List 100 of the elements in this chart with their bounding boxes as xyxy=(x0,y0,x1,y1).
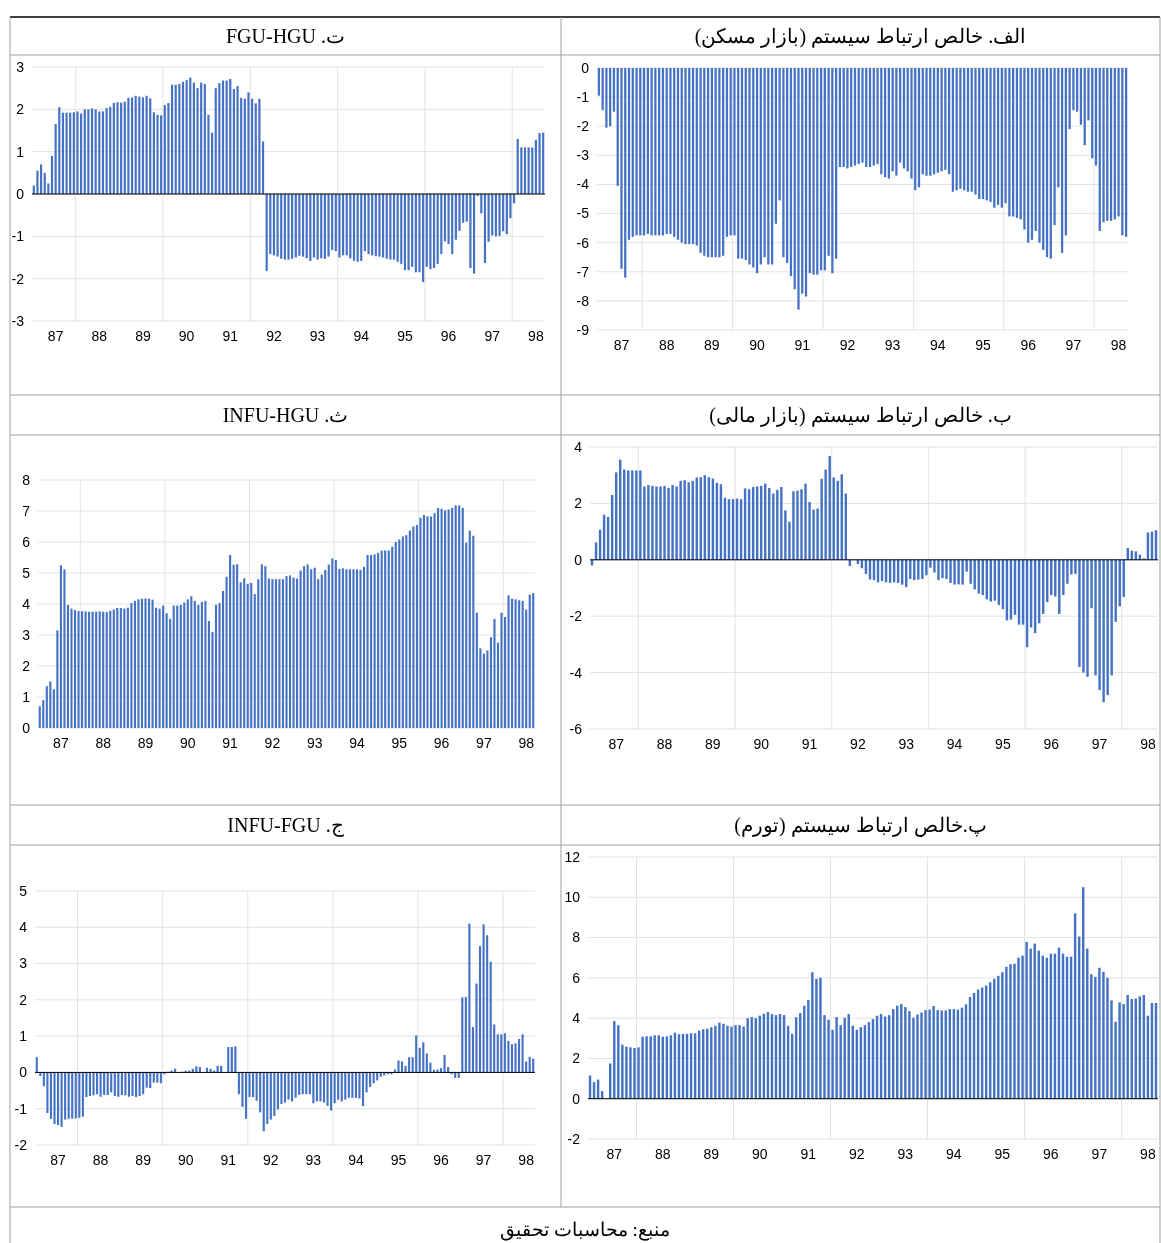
y-tick-label: -1 xyxy=(11,228,25,245)
x-tick-label: 88 xyxy=(656,736,673,752)
x-tick-label: 89 xyxy=(704,337,720,353)
y-tick-label: 2 xyxy=(22,657,31,674)
x-tick-label: 98 xyxy=(1140,736,1156,752)
x-tick-label: 97 xyxy=(476,735,492,751)
y-tick-label: 2 xyxy=(16,101,25,118)
x-tick-label: 95 xyxy=(994,1146,1011,1162)
y-tick-label: 4 xyxy=(22,595,31,612)
x-tick-label: 97 xyxy=(484,328,501,344)
x-tick-label: 95 xyxy=(397,328,413,344)
y-tick-label: 0 xyxy=(572,1090,581,1107)
y-tick-label: 0 xyxy=(574,551,583,568)
y-tick-label: 0 xyxy=(581,59,590,76)
y-tick-label: 1 xyxy=(22,688,31,705)
x-tick-label: 87 xyxy=(47,328,64,344)
y-tick-label: 3 xyxy=(16,58,25,75)
x-tick-label: 98 xyxy=(528,328,544,344)
x-tick-label: 96 xyxy=(1020,337,1037,353)
y-tick-label: 4 xyxy=(574,438,583,455)
x-tick-label: 94 xyxy=(353,328,370,344)
x-tick-label: 97 xyxy=(1091,736,1108,752)
y-tick-label: 0 xyxy=(19,1064,28,1081)
y-tick-label: 1 xyxy=(16,143,25,160)
y-tick-label: -6 xyxy=(569,720,583,737)
y-tick-label: 0 xyxy=(22,719,31,736)
y-tick-label: -1 xyxy=(14,1100,28,1117)
y-tick-label: -2 xyxy=(576,118,590,135)
y-tick-label: -3 xyxy=(11,312,25,329)
y-tick-label: 3 xyxy=(19,955,28,972)
x-tick-label: 96 xyxy=(433,735,450,751)
x-tick-label: 96 xyxy=(1043,736,1060,752)
x-tick-label: 88 xyxy=(92,1152,109,1168)
y-tick-label: -2 xyxy=(14,1136,28,1153)
y-tick-label: 2 xyxy=(572,1050,581,1067)
x-tick-label: 97 xyxy=(475,1152,492,1168)
x-tick-label: 95 xyxy=(390,1152,407,1168)
x-tick-label: 93 xyxy=(305,1152,322,1168)
x-tick-label: 93 xyxy=(884,337,901,353)
x-tick-label: 98 xyxy=(518,735,535,751)
x-tick-label: 95 xyxy=(975,337,992,353)
x-tick-label: 87 xyxy=(608,736,625,752)
y-tick-label: 5 xyxy=(19,882,28,899)
x-tick-label: 88 xyxy=(91,328,108,344)
y-tick-label: 2 xyxy=(19,991,28,1008)
x-tick-label: 87 xyxy=(53,735,69,751)
x-tick-label: 90 xyxy=(749,337,766,353)
y-tick-label: -1 xyxy=(576,89,590,106)
x-tick-label: 91 xyxy=(800,1146,817,1162)
y-tick-label: -7 xyxy=(576,263,590,280)
x-tick-label: 91 xyxy=(801,736,818,752)
x-tick-label: 87 xyxy=(613,337,630,353)
y-tick-label: 4 xyxy=(572,1010,581,1027)
chart-title: پ.خالص ارتباط سیستم (تورم) xyxy=(734,814,987,837)
x-tick-label: 89 xyxy=(703,1146,720,1162)
y-tick-label: 3 xyxy=(22,626,31,643)
y-tick-label: -4 xyxy=(569,664,583,681)
x-tick-label: 93 xyxy=(897,1146,914,1162)
y-tick-label: 5 xyxy=(22,564,31,581)
chart-title: ج. INFU-FGU xyxy=(227,814,344,837)
chart-title: ت. FGU-HGU xyxy=(226,25,345,47)
x-tick-label: 98 xyxy=(518,1152,535,1168)
x-tick-label: 91 xyxy=(220,1152,237,1168)
chart-title: ب. خالص ارتباط سیستم (بازار مالی) xyxy=(709,404,1012,427)
x-tick-label: 95 xyxy=(391,735,408,751)
chart-title: الف. خالص ارتباط سیستم (بازار مسکن) xyxy=(694,25,1027,48)
x-tick-label: 87 xyxy=(606,1146,623,1162)
y-tick-label: -2 xyxy=(567,1130,581,1147)
x-tick-label: 98 xyxy=(1110,337,1127,353)
x-tick-label: 94 xyxy=(348,1152,364,1168)
x-tick-label: 96 xyxy=(433,1152,450,1168)
x-tick-label: 91 xyxy=(222,735,239,751)
y-tick-label: -6 xyxy=(576,234,590,251)
y-tick-label: -3 xyxy=(576,147,590,164)
x-tick-label: 89 xyxy=(137,735,154,751)
y-tick-label: -9 xyxy=(576,321,590,338)
y-tick-label: 7 xyxy=(22,502,31,519)
y-tick-label: 6 xyxy=(22,533,31,550)
y-tick-label: -5 xyxy=(576,205,590,222)
x-tick-label: 89 xyxy=(705,736,721,752)
x-tick-label: 88 xyxy=(655,1146,671,1162)
x-tick-label: 88 xyxy=(95,735,112,751)
x-tick-label: 93 xyxy=(306,735,323,751)
x-tick-label: 94 xyxy=(946,736,963,752)
x-tick-label: 98 xyxy=(1140,1146,1156,1162)
y-tick-label: 6 xyxy=(572,969,581,986)
x-tick-label: 90 xyxy=(753,736,770,752)
x-tick-label: 90 xyxy=(180,735,196,751)
y-tick-label: -2 xyxy=(569,608,583,625)
x-tick-label: 90 xyxy=(178,328,195,344)
y-tick-label: 1 xyxy=(19,1028,28,1045)
x-tick-label: 97 xyxy=(1065,337,1082,353)
x-tick-label: 93 xyxy=(309,328,326,344)
x-tick-label: 88 xyxy=(658,337,675,353)
y-tick-label: -8 xyxy=(576,292,590,309)
x-tick-label: 92 xyxy=(839,337,856,353)
x-tick-label: 90 xyxy=(752,1146,768,1162)
x-tick-label: 94 xyxy=(930,337,946,353)
x-tick-label: 89 xyxy=(135,328,151,344)
y-tick-label: 8 xyxy=(572,929,581,946)
